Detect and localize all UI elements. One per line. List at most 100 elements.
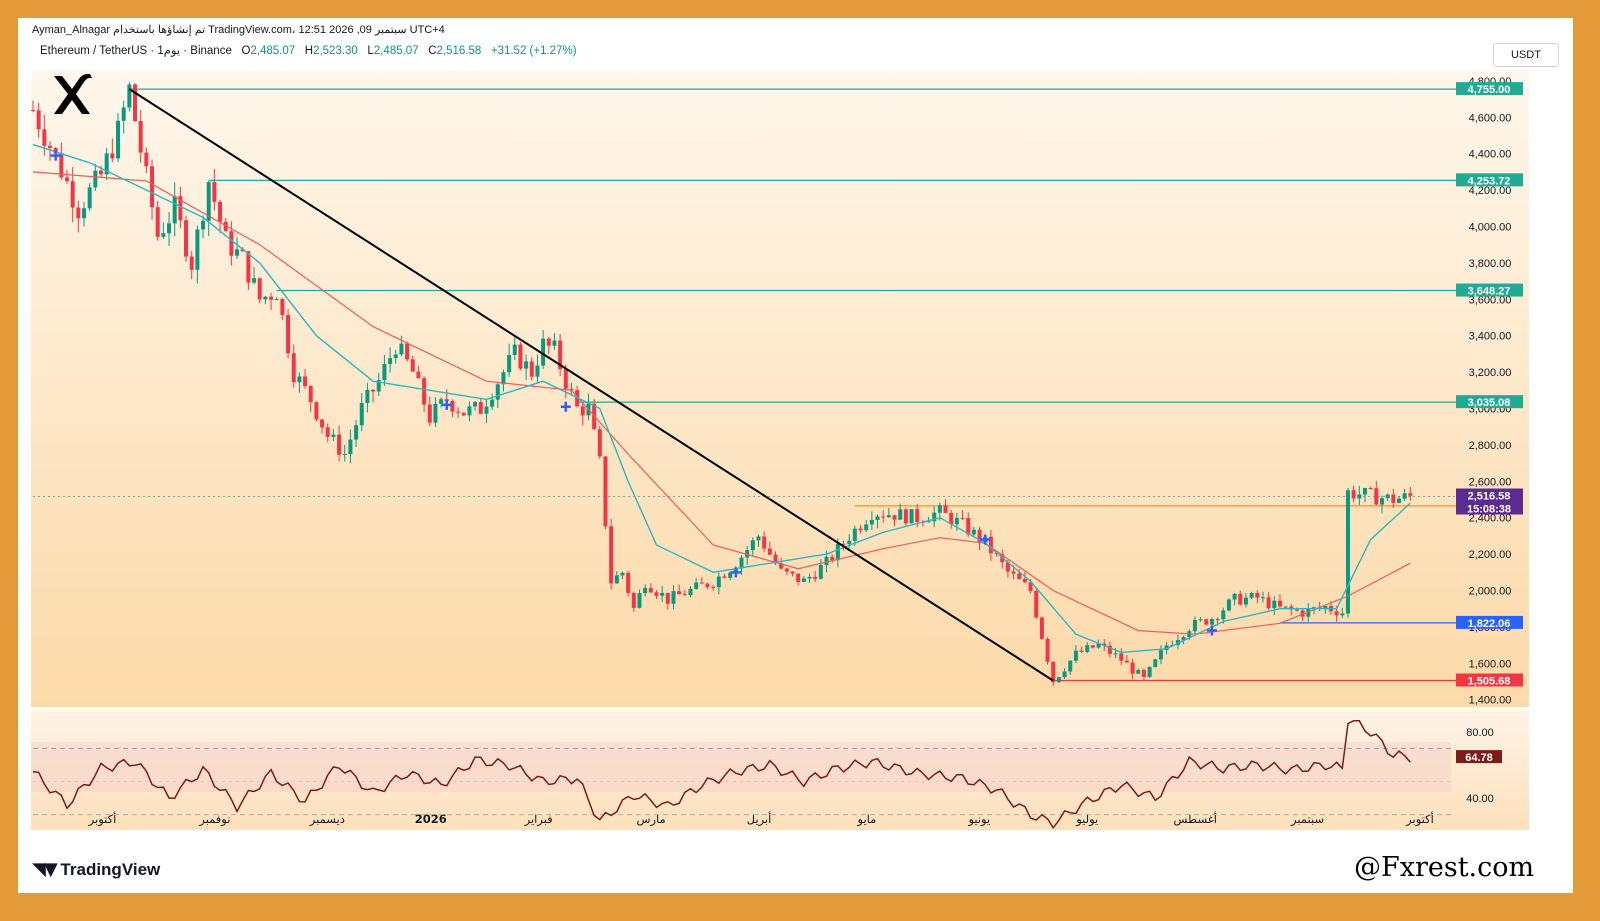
- candle-body: [48, 145, 53, 149]
- candle-body: [603, 456, 608, 527]
- x-axis-month-label: أكتوبر: [1405, 811, 1434, 827]
- candle-body: [229, 231, 234, 256]
- candle-body: [1147, 666, 1152, 677]
- currency-selector[interactable]: USDT: [1493, 43, 1559, 67]
- y-axis-tick-label: 4,600.00: [1469, 112, 1512, 124]
- candle-body: [410, 359, 415, 372]
- close-value: 2,516.58: [436, 45, 482, 57]
- candle-body: [104, 153, 109, 175]
- candle-body: [422, 378, 427, 405]
- candle-body: [252, 278, 257, 283]
- candle-body: [1260, 597, 1265, 599]
- candle-body: [1175, 640, 1180, 646]
- cross-marker-icon: [560, 401, 571, 412]
- candle-body: [1113, 653, 1118, 655]
- tradingview-wordmark: TradingView: [60, 860, 161, 879]
- candle-body: [790, 571, 795, 574]
- candle-body: [813, 576, 818, 579]
- candle-body: [756, 536, 761, 541]
- candle-body: [977, 529, 982, 543]
- open-label: O: [241, 45, 251, 57]
- tradingview-logo[interactable]: ◥▼ TradingView: [32, 859, 160, 880]
- candle-body: [954, 517, 959, 525]
- candle-body: [807, 576, 812, 579]
- candle-body: [864, 524, 869, 531]
- candle-body: [263, 296, 268, 300]
- x-axis-month-label: أغسطس: [1173, 811, 1217, 827]
- candle-body: [943, 505, 948, 513]
- candle-body: [133, 84, 138, 122]
- candle-body: [801, 578, 806, 582]
- change-value: +31.52 (+1.27%): [490, 45, 577, 57]
- candle-body: [1283, 606, 1288, 608]
- candle-body: [875, 516, 880, 520]
- candle-body: [1379, 498, 1384, 505]
- candle-body: [847, 540, 852, 544]
- candle-body: [212, 182, 217, 202]
- candle-body: [558, 340, 563, 370]
- candle-body: [699, 582, 704, 584]
- candle-body: [660, 592, 665, 596]
- x-axis-month-label: نوفمبر: [198, 812, 230, 827]
- x-axis-month-label: سبتمبر: [1290, 812, 1324, 827]
- cross-marker-icon: [980, 534, 991, 545]
- y-axis-tick-label: 3,400.00: [1469, 331, 1512, 343]
- candle-body: [42, 129, 47, 146]
- fxrest-watermark: @Fxrest.com: [1354, 852, 1535, 883]
- candle-body: [671, 591, 676, 604]
- candle-body: [484, 406, 489, 414]
- candle-body: [195, 229, 200, 270]
- x-axis-month-label: 2026: [415, 812, 447, 826]
- candle-body: [1340, 613, 1345, 616]
- candle-body: [1153, 659, 1158, 667]
- rsi-line: [32, 719, 1411, 830]
- candle-body: [144, 152, 149, 167]
- author-name[interactable]: Ayman_Alnagar: [32, 24, 111, 36]
- candle-body: [637, 593, 642, 608]
- candle-body: [779, 563, 784, 569]
- candle-body: [59, 152, 64, 178]
- current-price-tag-bg: [1456, 488, 1523, 502]
- price-level-tag-bg: [1456, 82, 1523, 96]
- price-level-tag: 3,035.08: [1468, 397, 1511, 409]
- candle-body: [280, 299, 285, 315]
- candle-body: [1022, 578, 1027, 583]
- candle-body: [1374, 488, 1379, 505]
- candle-body: [365, 389, 370, 404]
- candle-body: [1011, 571, 1016, 574]
- candle-body: [320, 419, 325, 428]
- y-axis-tick-label: 2,600.00: [1469, 476, 1512, 488]
- candle-body: [1136, 669, 1141, 674]
- candle-body: [1181, 637, 1186, 641]
- y-axis-tick-label: 2,200.00: [1469, 549, 1512, 561]
- candle-body: [121, 107, 126, 121]
- candle-body: [569, 388, 574, 391]
- low-value: 2,485.07: [373, 45, 419, 57]
- candle-body: [1107, 645, 1112, 654]
- candle-body: [1249, 593, 1254, 598]
- candle-body: [235, 249, 240, 256]
- candle-body: [1102, 643, 1107, 646]
- y-axis-tick-label: 3,600.00: [1469, 294, 1512, 306]
- candle-body: [501, 372, 506, 385]
- candle-body: [773, 554, 778, 564]
- ma-slow-line: [32, 171, 1411, 635]
- candle-body: [512, 344, 517, 356]
- candle-body: [490, 399, 495, 407]
- candle-body: [1294, 609, 1299, 611]
- symbol-name[interactable]: Ethereum / TetherUS · 1يوم · Binance: [40, 45, 232, 57]
- candle-body: [184, 220, 189, 257]
- y-axis-tick-label: 2,000.00: [1469, 586, 1512, 598]
- cross-marker-icon: [730, 567, 741, 578]
- y-axis-tick-label: 2,800.00: [1469, 440, 1512, 452]
- candle-body: [376, 380, 381, 392]
- candle-body: [116, 120, 121, 159]
- candle-body: [291, 353, 296, 383]
- rsi-axis-tick-label: 80.00: [1466, 727, 1494, 739]
- candle-body: [750, 540, 755, 551]
- candle-body: [138, 121, 143, 153]
- candle-body: [626, 572, 631, 593]
- candle-body: [1085, 645, 1090, 652]
- candle-body: [830, 556, 835, 561]
